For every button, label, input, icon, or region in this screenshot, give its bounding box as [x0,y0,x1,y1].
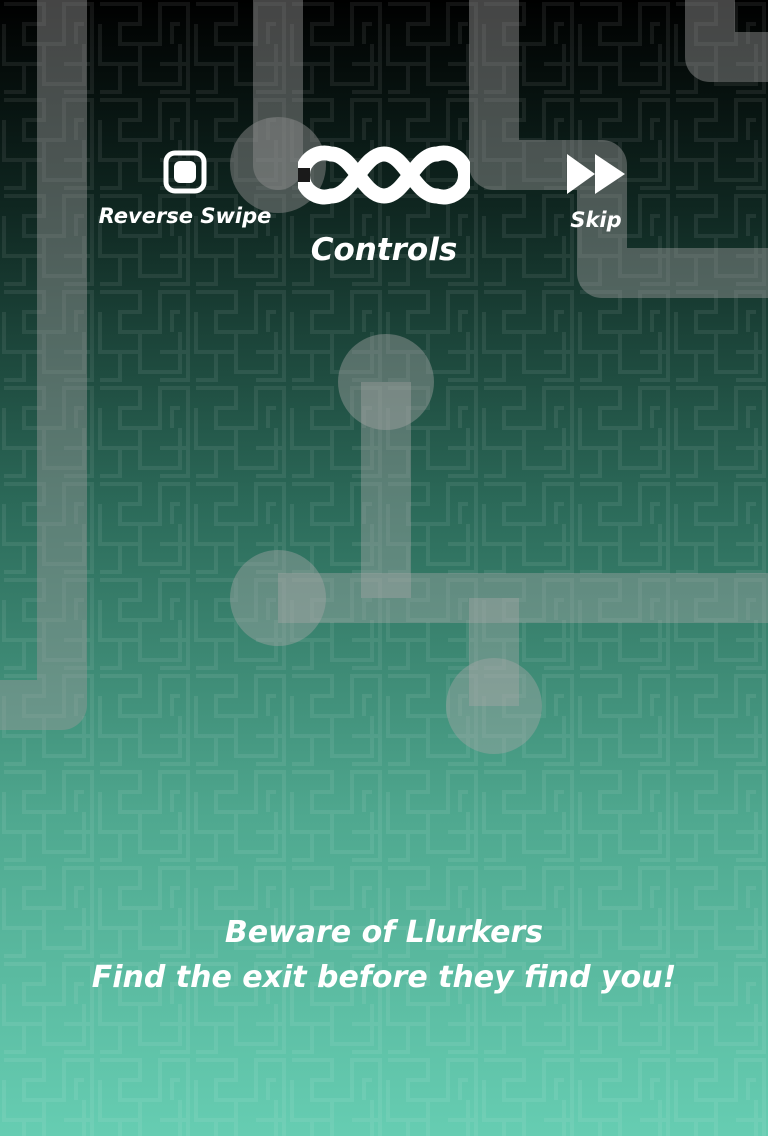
maze-node [338,334,434,430]
message-line-2: Find the exit before they find you! [91,960,677,995]
maze-path [0,0,87,730]
reverse-swipe-button[interactable]: Reverse Swipe [96,150,274,228]
controls-button[interactable]: Controls [292,130,476,268]
skip-button[interactable]: Skip [554,152,638,232]
maze-node [446,658,542,754]
rounded-square-icon [163,150,207,194]
message-line-1: Beware of Llurkers [224,915,544,950]
hint-message: Beware of Llurkers Find the exit before … [0,910,768,1000]
fast-forward-icon [567,154,625,194]
infinity-icon [298,145,470,205]
controls-label: Controls [310,232,458,268]
skip-label: Skip [570,208,622,232]
maze-node [230,550,326,646]
reverse-swipe-label: Reverse Swipe [98,204,272,228]
maze-path [685,0,768,82]
